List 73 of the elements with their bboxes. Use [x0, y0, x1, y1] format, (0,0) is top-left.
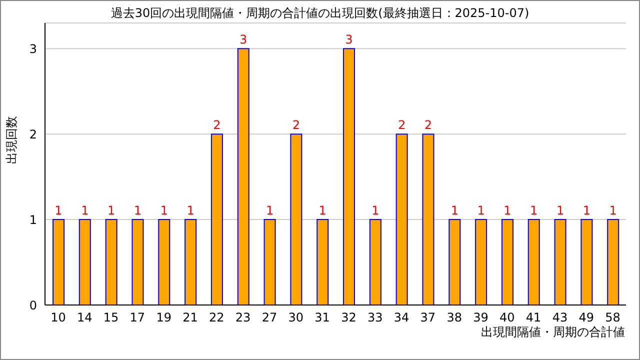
data-label: 1 — [186, 204, 194, 218]
bar — [316, 219, 329, 305]
y-axis-title: 出現回数 — [4, 116, 18, 164]
x-tick-label: 58 — [605, 310, 620, 325]
x-tick-label: 31 — [314, 310, 330, 325]
x-tick-label: 15 — [103, 310, 119, 325]
x-tick-label: 38 — [446, 310, 462, 325]
x-tick-label: 23 — [235, 310, 251, 325]
data-label: 1 — [318, 204, 326, 218]
x-tick-label: 10 — [50, 310, 66, 325]
bar — [396, 134, 408, 305]
x-tick-label: 22 — [209, 310, 224, 325]
data-label: 1 — [81, 204, 89, 218]
bar — [158, 219, 170, 305]
bar — [343, 48, 355, 305]
x-tick-label: 41 — [526, 310, 542, 325]
data-label: 1 — [54, 204, 62, 218]
data-label: 3 — [240, 32, 248, 47]
bar — [132, 219, 144, 305]
data-label: 1 — [450, 204, 458, 218]
x-axis-title: 出現間隔値・周期の合計値 — [481, 325, 625, 339]
y-tick-label: 2 — [29, 127, 37, 142]
data-label: 2 — [398, 118, 406, 132]
x-tick-label: 27 — [262, 310, 278, 325]
bar — [52, 219, 64, 305]
y-tick-label: 1 — [29, 212, 37, 227]
x-tick-label: 14 — [76, 310, 92, 325]
bar — [528, 219, 540, 305]
bar — [184, 219, 197, 305]
x-tick-label: 37 — [420, 310, 436, 325]
data-label: 1 — [530, 204, 538, 218]
x-tick-label: 43 — [552, 310, 568, 325]
x-tick-label: 17 — [130, 310, 146, 325]
x-tick-label: 19 — [156, 310, 172, 325]
bar — [607, 219, 620, 305]
bar — [105, 219, 118, 305]
data-label: 1 — [477, 204, 485, 218]
x-tick-label: 33 — [367, 310, 383, 325]
bar — [237, 48, 250, 305]
y-tick-label: 0 — [29, 298, 37, 312]
data-label: 2 — [213, 118, 221, 132]
x-tick-label: 49 — [578, 310, 594, 325]
bar — [580, 219, 593, 305]
chart-title: 過去30回の出現間隔値・周期の合計値の出現回数(最終抽選日：2025-10-07) — [110, 5, 530, 22]
x-tick-label: 21 — [182, 310, 198, 325]
x-tick-label: 39 — [473, 310, 488, 325]
data-label: 1 — [134, 204, 142, 218]
data-label: 1 — [372, 204, 380, 218]
data-label: 1 — [556, 204, 564, 218]
bar — [78, 219, 91, 305]
x-tick-label: 30 — [288, 310, 304, 325]
x-tick-label: 32 — [341, 310, 356, 325]
x-tick-label: 34 — [394, 310, 410, 325]
bar — [369, 219, 382, 305]
bar — [501, 219, 514, 305]
bar — [448, 219, 461, 305]
bar — [554, 219, 566, 305]
data-label: 3 — [345, 32, 353, 47]
bar — [475, 219, 488, 305]
x-tick-label: 40 — [500, 310, 515, 325]
bar — [210, 134, 223, 305]
data-label: 1 — [266, 204, 274, 218]
y-tick-label: 3 — [29, 42, 37, 56]
data-label: 1 — [160, 204, 168, 218]
data-label: 2 — [292, 118, 300, 132]
bar — [422, 134, 434, 305]
data-label: 2 — [424, 118, 432, 132]
bar — [290, 134, 302, 305]
data-label: 1 — [108, 204, 116, 218]
data-label: 1 — [582, 204, 590, 218]
data-label: 1 — [609, 204, 617, 218]
data-label: 1 — [504, 204, 512, 218]
bar — [264, 219, 276, 305]
